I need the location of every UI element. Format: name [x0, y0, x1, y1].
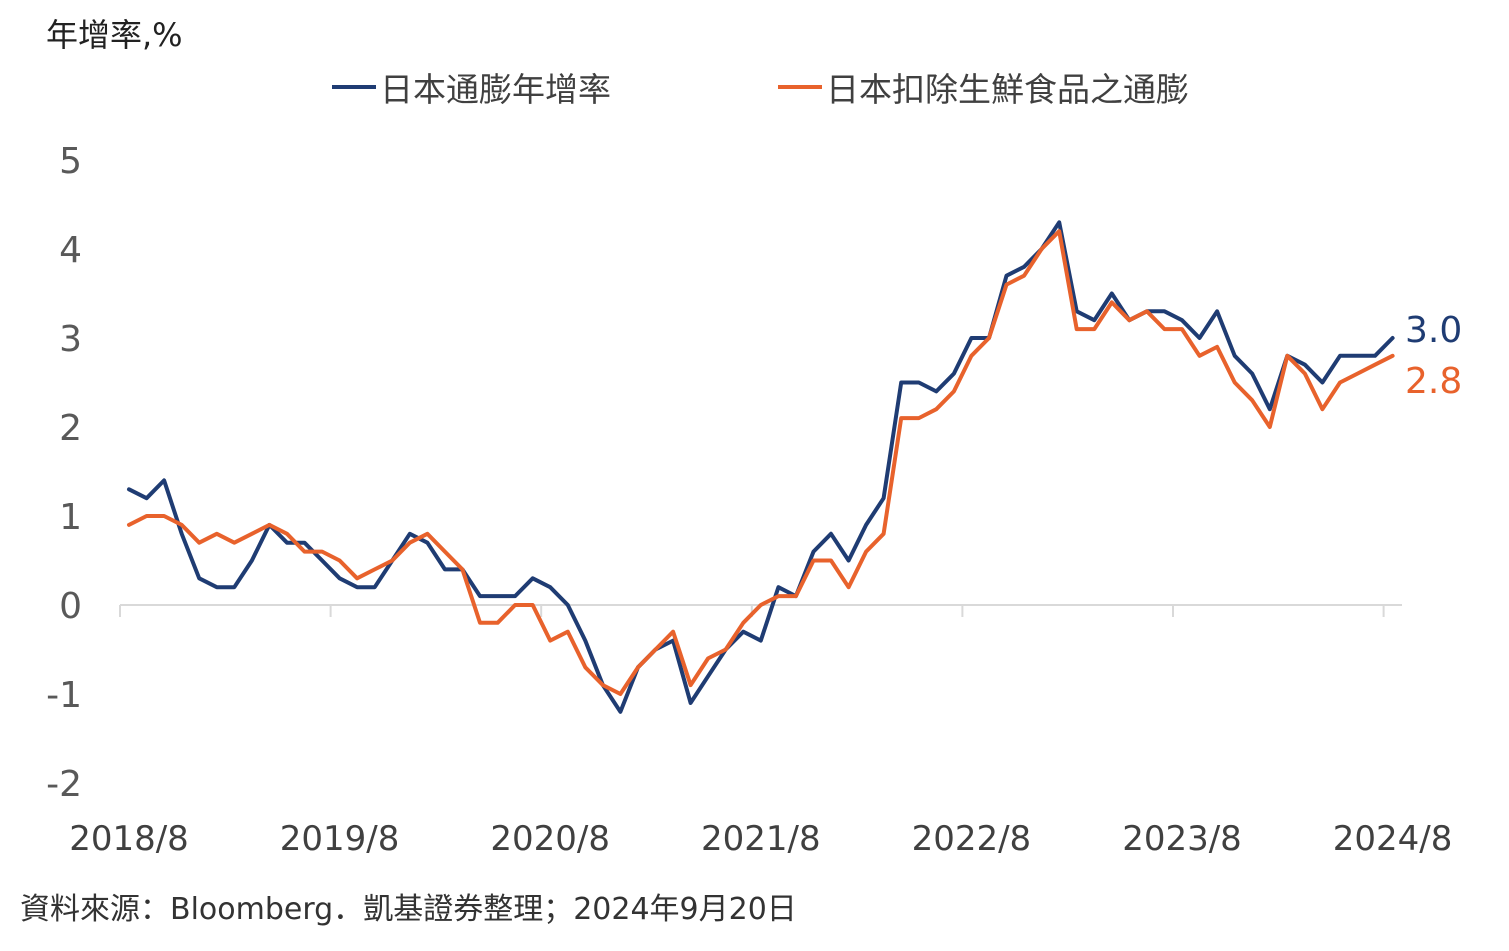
legend-item-core: 日本扣除生鮮食品之通膨: [778, 64, 1189, 110]
x-tick-label: 2019/8: [280, 819, 400, 859]
x-tick-label: 2024/8: [1333, 819, 1453, 859]
y-tick-label: 1: [59, 497, 82, 538]
end-value-label-headline: 3.0: [1405, 310, 1462, 351]
legend-label-core: 日本扣除生鮮食品之通膨: [826, 70, 1189, 109]
legend-swatch-headline: [332, 85, 376, 89]
y-tick-label: 4: [59, 230, 82, 271]
x-tick-label: 2021/8: [701, 819, 821, 859]
y-tick-label: 2: [59, 408, 82, 449]
x-tick-label: 2020/8: [490, 819, 610, 859]
y-tick-label: -2: [46, 764, 82, 805]
legend-swatch-core: [778, 85, 822, 89]
y-tick-label: 5: [59, 141, 82, 182]
y-tick-label: -1: [46, 675, 82, 716]
legend-label-headline: 日本通膨年增率: [380, 70, 611, 109]
y-tick-label: 0: [59, 586, 82, 627]
legend-item-headline: 日本通膨年增率: [332, 64, 611, 110]
series-line-core: [127, 229, 1395, 696]
series-line-headline: [127, 220, 1395, 714]
x-tick-label: 2018/8: [69, 819, 189, 859]
x-tick-label: 2023/8: [1122, 819, 1242, 859]
source-note: 資料來源：Bloomberg．凱基證券整理；2024年9月20日: [20, 892, 797, 927]
y-axis-unit-label: 年增率,%: [46, 16, 183, 54]
y-tick-label: 3: [59, 319, 82, 360]
end-value-label-core: 2.8: [1405, 361, 1462, 402]
x-tick-label: 2022/8: [912, 819, 1032, 859]
